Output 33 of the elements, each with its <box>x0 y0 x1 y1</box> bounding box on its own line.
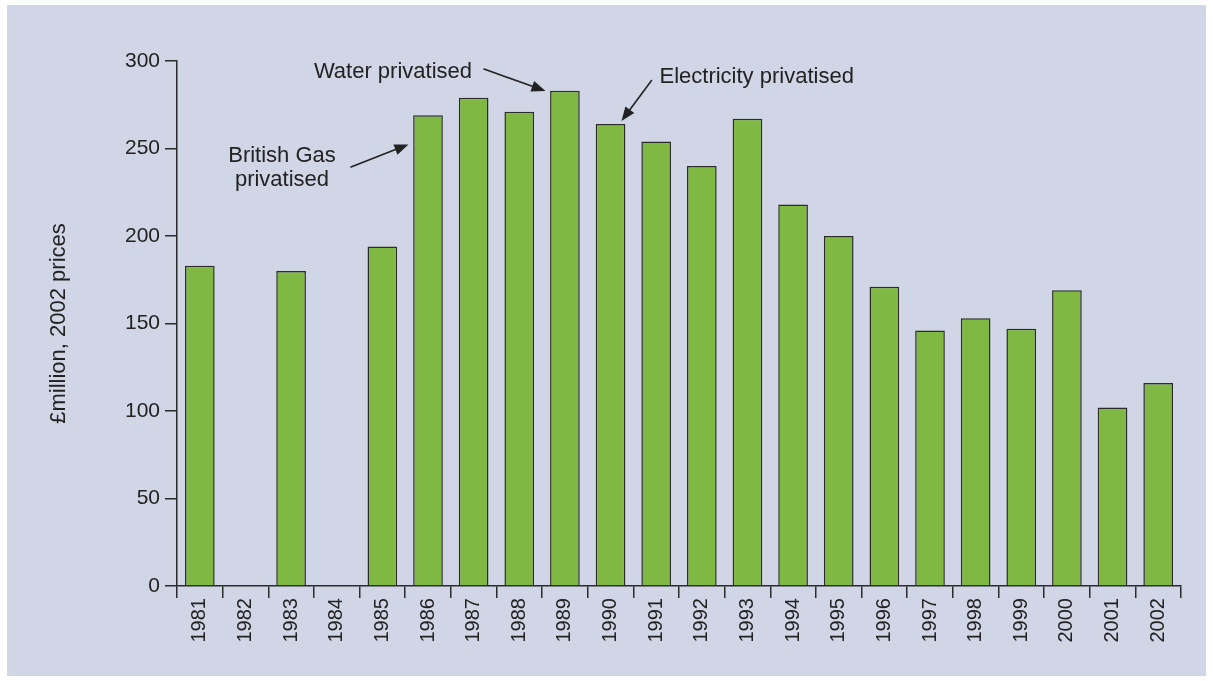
x-tick-label: 1992 <box>689 598 712 643</box>
x-tick-label: 1999 <box>1008 598 1031 643</box>
x-tick-label: 1998 <box>963 598 986 643</box>
x-tick-label: 1982 <box>232 598 255 643</box>
x-tick-label: 1986 <box>415 598 438 643</box>
x-tick-label: 1991 <box>643 598 666 643</box>
x-tick-label: 1990 <box>598 598 621 643</box>
y-tick-label: 100 <box>124 397 160 421</box>
x-tick-label: 2001 <box>1100 598 1123 643</box>
x-tick-label: 1984 <box>324 598 347 643</box>
y-tick-label: 250 <box>124 135 160 159</box>
x-tick-label: 1983 <box>278 598 301 643</box>
y-tick-label: 150 <box>124 310 160 334</box>
y-axis-title: £million, 2002 prices <box>45 223 71 424</box>
y-tick-label: 200 <box>124 222 160 246</box>
y-tick-label: 300 <box>124 47 160 71</box>
x-tick-label: 2002 <box>1145 598 1168 643</box>
y-tick-label: 50 <box>136 485 160 509</box>
annotation: Electricity privatised <box>659 62 854 88</box>
annotation: British Gas privatised <box>228 142 336 192</box>
x-tick-label: 1996 <box>871 598 894 643</box>
annotation: Water privatised <box>313 57 472 83</box>
x-tick-label: 1985 <box>369 598 392 643</box>
x-tick-label: 1994 <box>780 598 803 643</box>
x-tick-label: 1997 <box>917 598 940 643</box>
x-tick-label: 2000 <box>1054 598 1077 643</box>
x-tick-label: 1987 <box>461 598 484 643</box>
x-tick-label: 1989 <box>552 598 575 643</box>
y-tick-label: 0 <box>148 572 160 596</box>
x-tick-label: 1993 <box>734 598 757 643</box>
x-tick-label: 1981 <box>187 598 210 643</box>
x-tick-label: 1995 <box>826 598 849 643</box>
x-tick-label: 1988 <box>506 598 529 643</box>
